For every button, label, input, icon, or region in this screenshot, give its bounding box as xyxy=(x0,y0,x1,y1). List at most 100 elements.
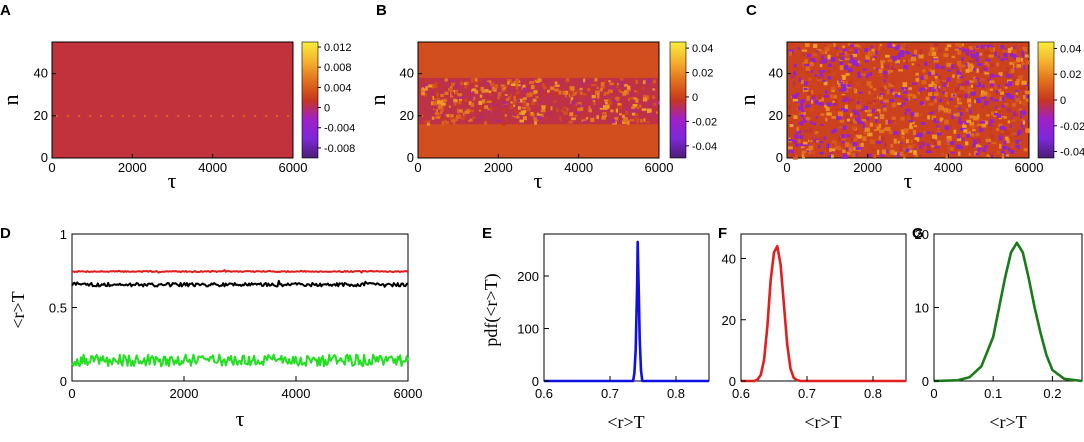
feature-cell xyxy=(625,104,629,108)
feature-cell xyxy=(971,133,975,137)
feature-cell xyxy=(841,140,845,144)
feature-cell xyxy=(905,148,909,153)
feature-cell xyxy=(598,98,603,103)
feature-cell xyxy=(502,108,506,112)
feature-cell xyxy=(911,55,917,58)
feature-cell xyxy=(499,96,504,101)
feature-cell xyxy=(864,109,869,113)
feature-cell xyxy=(1021,80,1027,85)
feature-cell xyxy=(441,121,444,126)
feature-cell xyxy=(998,135,1003,141)
feature-cell xyxy=(942,84,947,89)
feature-cell xyxy=(953,129,957,134)
feature-cell xyxy=(487,80,492,84)
feature-cell xyxy=(934,146,940,150)
feature-cell xyxy=(938,105,944,110)
feature-cell xyxy=(900,137,906,143)
feature-cell xyxy=(577,104,581,107)
feature-cell xyxy=(542,95,545,100)
feature-cell xyxy=(945,154,949,159)
feature-cell xyxy=(1025,95,1029,99)
feature-cell xyxy=(607,98,612,103)
feature-cell xyxy=(973,139,978,145)
panel-a-letter: A xyxy=(0,2,11,19)
feature-cell xyxy=(423,120,429,124)
feature-cell xyxy=(595,83,598,86)
feature-cell xyxy=(973,115,979,121)
feature-cell xyxy=(815,116,818,119)
feature-cell xyxy=(650,105,656,110)
feature-cell xyxy=(976,98,982,103)
feature-cell xyxy=(799,73,805,77)
feature-cell xyxy=(937,140,942,146)
feature-cell xyxy=(566,77,569,81)
feature-cell xyxy=(906,116,911,120)
feature-cell xyxy=(831,140,837,146)
feature-cell xyxy=(655,101,660,105)
feature-cell xyxy=(899,151,904,157)
feature-cell xyxy=(573,120,578,125)
feature-cell xyxy=(478,108,482,112)
feature-cell xyxy=(883,79,886,83)
feature-cell xyxy=(437,105,443,110)
feature-cell xyxy=(900,129,905,133)
feature-cell xyxy=(965,108,969,112)
feature-cell xyxy=(599,107,605,110)
feature-cell xyxy=(809,61,814,67)
feature-cell xyxy=(880,154,884,157)
feature-cell xyxy=(521,106,526,110)
feature-cell xyxy=(915,72,919,76)
feature-cell xyxy=(1019,100,1022,104)
feature-cell xyxy=(511,88,517,93)
feature-cell xyxy=(522,87,528,92)
feature-cell xyxy=(566,107,569,111)
feature-cell xyxy=(966,51,970,56)
feature-cell xyxy=(650,112,656,117)
feature-cell xyxy=(922,142,925,147)
feature-cell xyxy=(943,86,946,92)
feature-cell xyxy=(951,114,955,120)
feature-cell xyxy=(903,147,907,151)
y-tick-label: 0 xyxy=(41,150,48,165)
feature-cell xyxy=(635,98,639,103)
feature-cell xyxy=(635,108,638,113)
feature-cell xyxy=(996,150,1001,155)
feature-cell xyxy=(912,122,915,125)
feature-cell xyxy=(997,107,1001,111)
feature-cell xyxy=(623,83,628,87)
panel-f-xlabel: <r>T xyxy=(804,412,841,432)
feature-cell xyxy=(905,87,908,90)
feature-cell xyxy=(897,140,900,144)
feature-cell xyxy=(572,115,578,118)
feature-cell xyxy=(843,103,846,107)
feature-cell xyxy=(838,79,842,83)
feature-cell xyxy=(927,146,932,151)
feature-cell xyxy=(814,99,819,105)
feature-cell xyxy=(820,50,826,54)
feature-cell xyxy=(957,107,962,110)
feature-cell xyxy=(897,44,900,49)
feature-cell xyxy=(864,59,869,63)
feature-cell xyxy=(626,85,631,90)
feature-cell xyxy=(887,68,893,71)
feature-cell xyxy=(548,97,551,102)
feature-cell xyxy=(473,81,477,85)
feature-cell xyxy=(859,61,862,64)
x-tick-label: 0 xyxy=(930,386,937,401)
feature-cell xyxy=(975,132,980,137)
feature-cell xyxy=(622,91,627,96)
feature-cell xyxy=(915,92,918,96)
feature-cell xyxy=(646,78,652,83)
feature-cell xyxy=(979,127,982,133)
x-tick-label: 0.8 xyxy=(864,386,882,401)
feature-cell xyxy=(1010,68,1015,73)
feature-cell xyxy=(484,89,489,93)
feature-cell xyxy=(929,86,933,92)
feature-cell xyxy=(932,87,938,92)
feature-cell xyxy=(954,105,959,108)
feature-cell xyxy=(806,50,813,54)
feature-cell xyxy=(651,81,654,86)
feature-dot xyxy=(56,114,59,118)
feature-cell xyxy=(996,114,1002,118)
panel-a-feature xyxy=(56,114,290,118)
